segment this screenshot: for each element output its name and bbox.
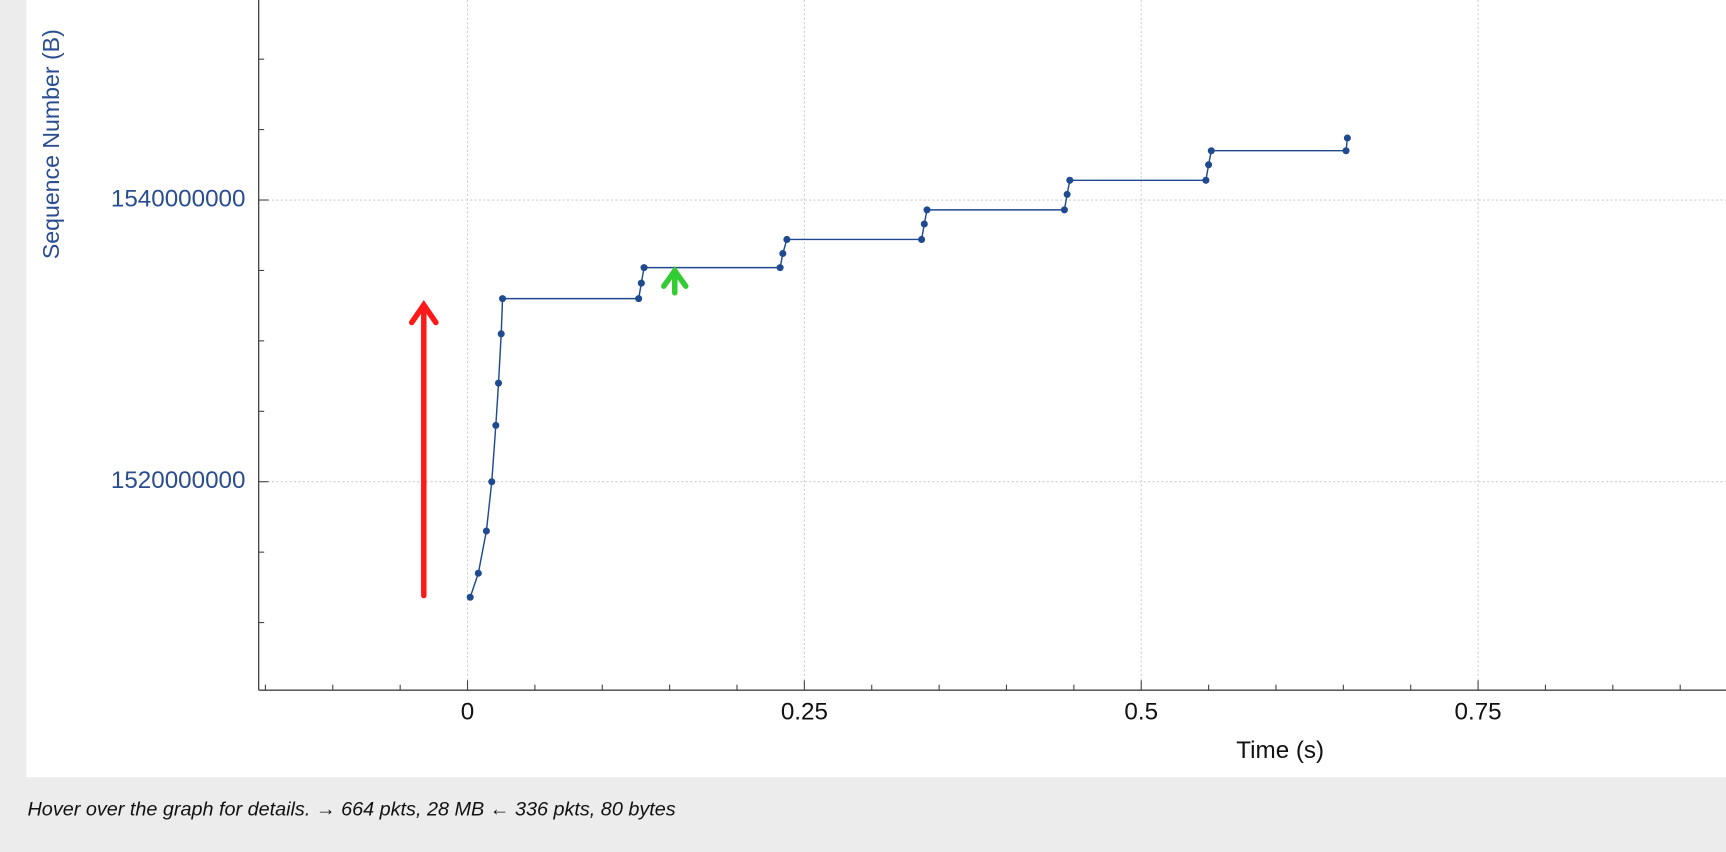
x-tick-label: 0.5 [1124, 699, 1158, 726]
segment-point [488, 478, 496, 486]
segment-point [1343, 134, 1351, 142]
segment-point [779, 250, 787, 258]
segment-point [466, 593, 474, 601]
segment-point [494, 379, 503, 387]
segment-point [923, 206, 931, 214]
segment-point [776, 264, 784, 272]
segment-point [1202, 176, 1210, 184]
segment-point [499, 295, 507, 303]
segment-point [1060, 206, 1068, 214]
segment-point [1066, 176, 1074, 184]
segment-point [474, 569, 482, 577]
segment-point [1207, 147, 1215, 155]
data-layer [466, 134, 1351, 601]
segment-point [1342, 147, 1350, 155]
y-axis-title: Sequence Number (B) [38, 29, 64, 259]
segment-point [920, 220, 928, 228]
segment-point [918, 235, 926, 243]
y-tick-label: 1540000000 [111, 185, 246, 212]
segment-point [635, 295, 643, 303]
segment-point [492, 421, 500, 429]
ticks: 0 0.25 0.5 0.75 1520000000 1540000000 [111, 58, 1681, 726]
x-tick-label: 0.75 [1455, 699, 1502, 726]
segment-point [640, 264, 648, 272]
segment-point [497, 330, 505, 338]
status-text: Hover over the graph for details. → 664 … [28, 798, 676, 820]
y-tick-label: 1520000000 [111, 467, 246, 494]
segment-point [482, 527, 490, 535]
grid [258, 0, 1726, 691]
segment-point [1063, 190, 1071, 198]
green-annotation-arrow [661, 266, 689, 296]
graph-panel[interactable] [26, 0, 1726, 778]
x-tick-label: 0.25 [781, 699, 828, 726]
segment-point [1205, 161, 1213, 169]
x-tick-label: 0 [461, 699, 474, 726]
red-annotation-arrow [408, 300, 439, 599]
segment-point [637, 279, 645, 287]
segment-point [783, 235, 791, 243]
x-axis-title: Time (s) [1236, 737, 1324, 764]
